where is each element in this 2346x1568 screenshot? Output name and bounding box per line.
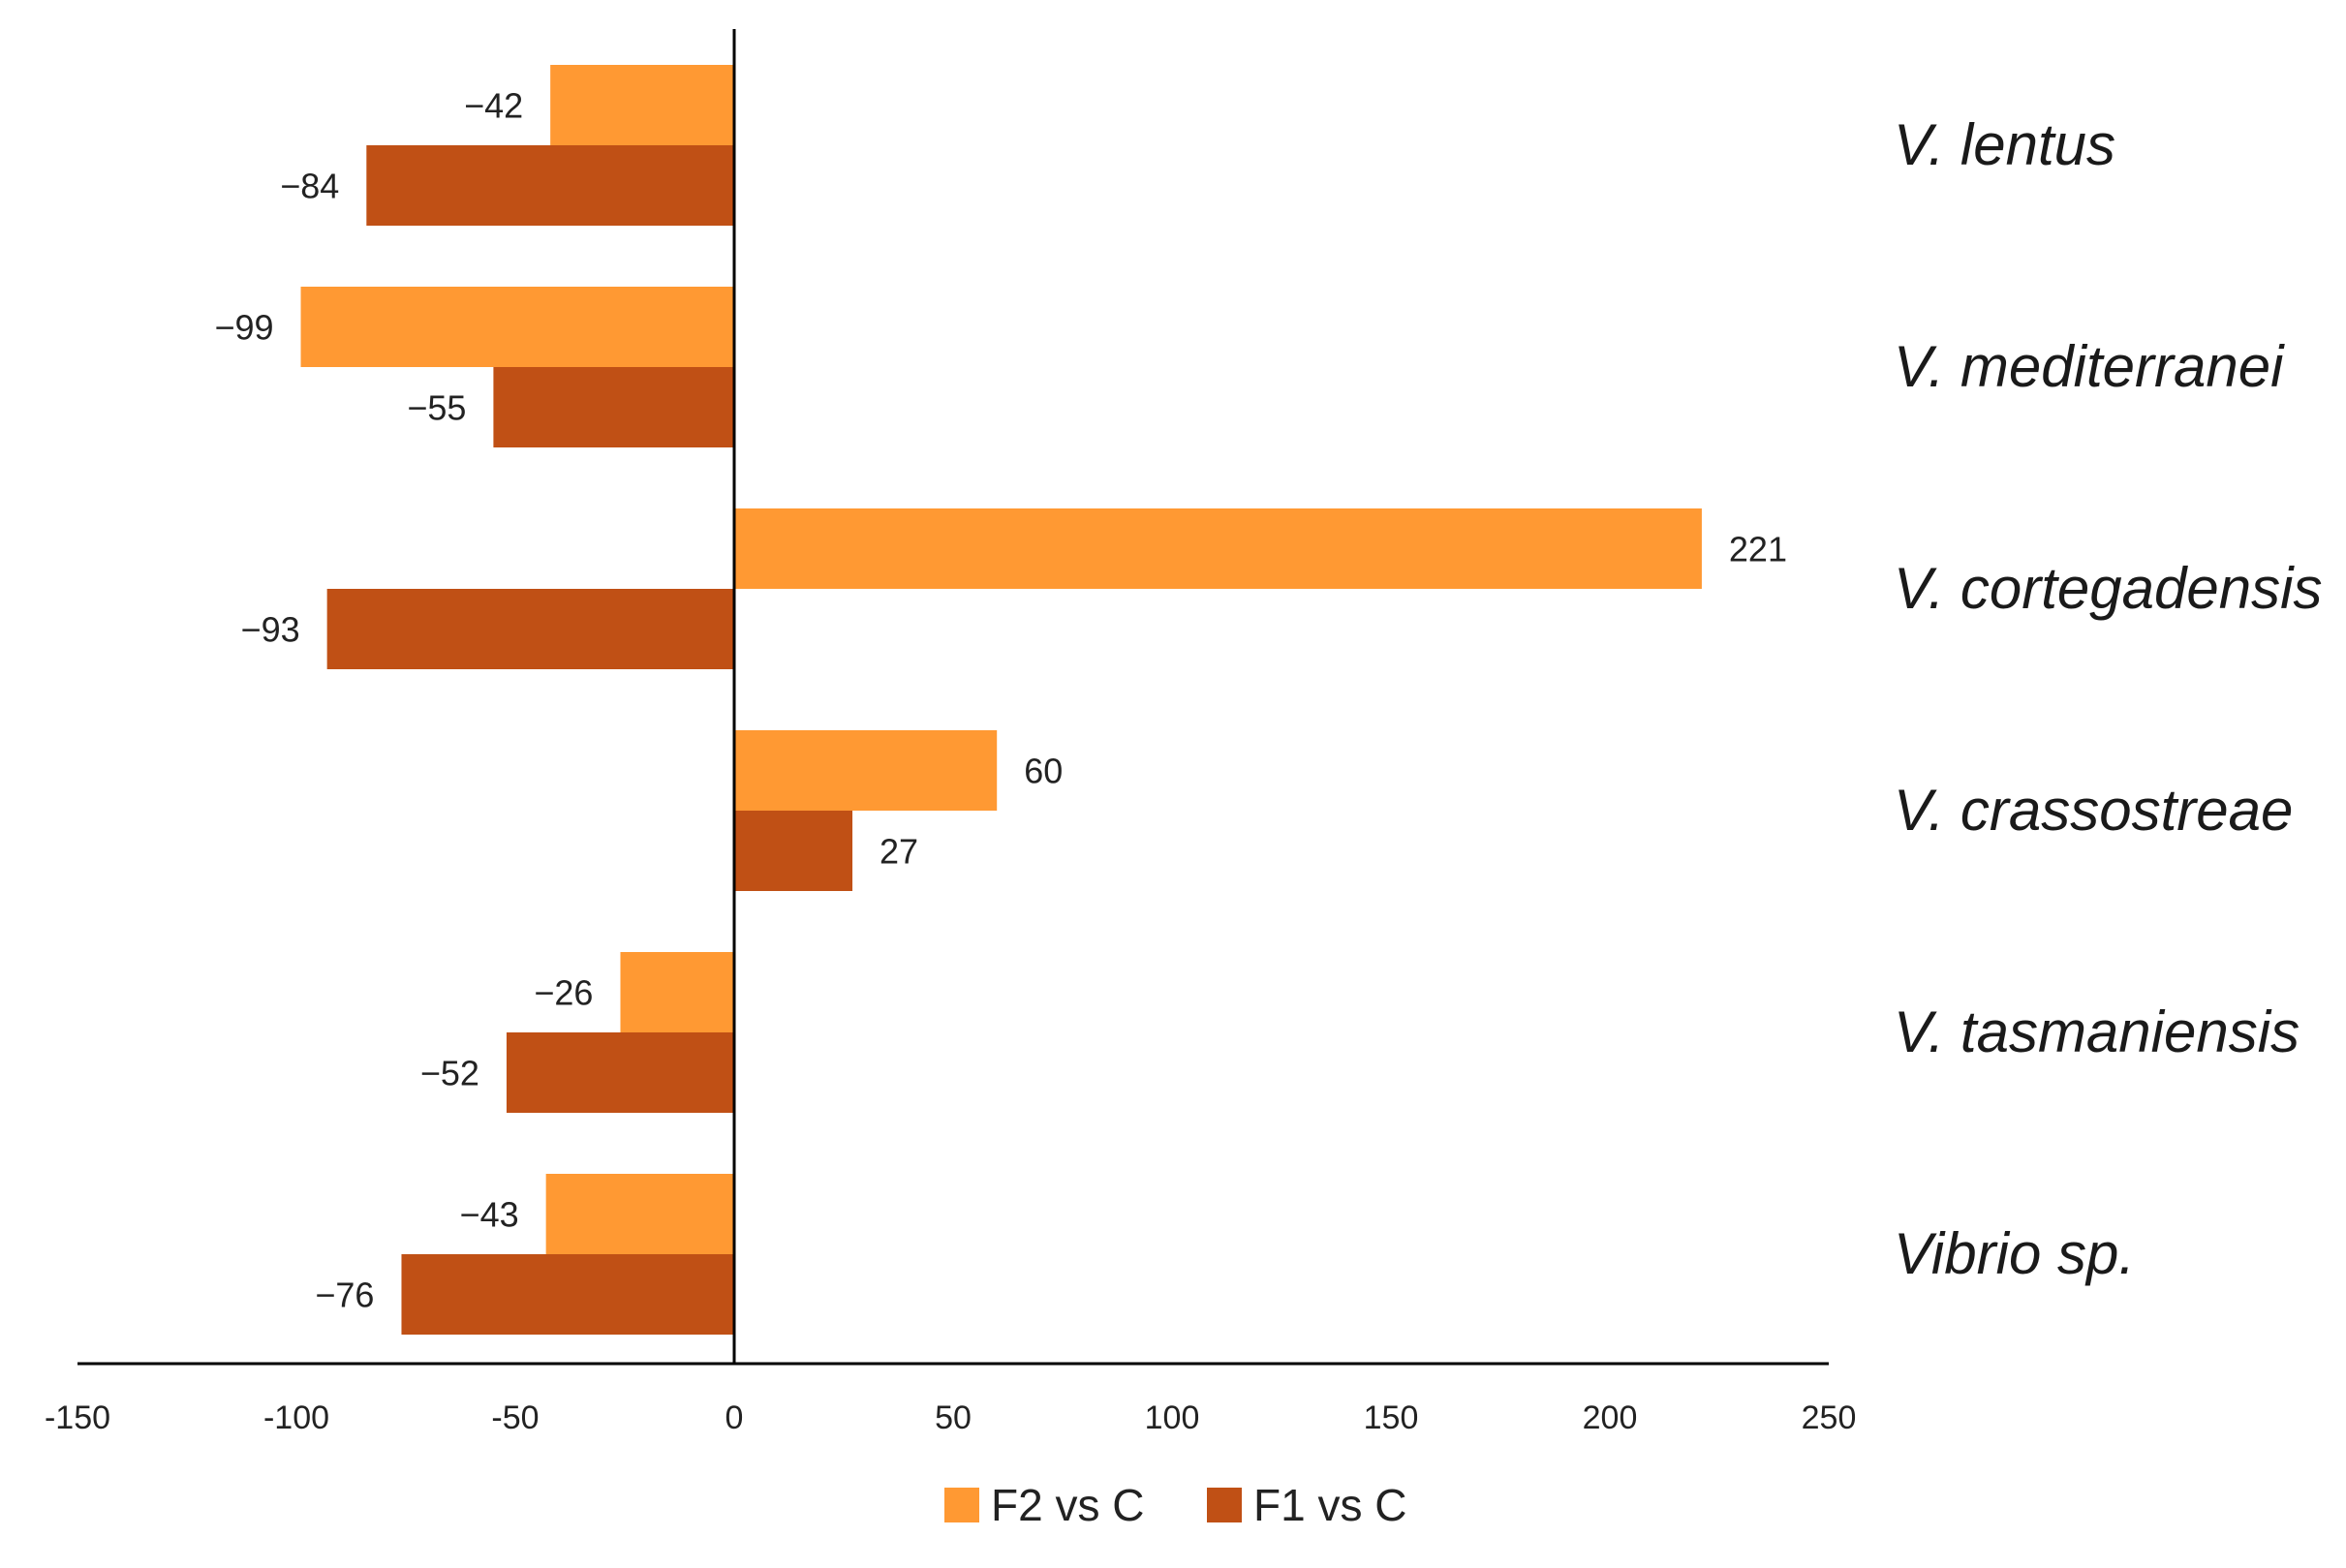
category-label-2: V. cortegadensis [1894,556,2322,621]
bars-group [300,65,1702,1335]
x-tick-label-2: -50 [491,1399,539,1436]
data-labels-group: −42 −84 −99 −55 221 −93 60 27 −26 −52 −43 −76 [214,86,1787,1315]
category-label-3: V. crassostreae [1894,778,2293,843]
x-tick-label-7: 200 [1583,1399,1638,1436]
category-label-4: V. tasmaniensis [1894,999,2300,1064]
bar-f1-3 [734,811,853,891]
x-tick-label-1: -100 [263,1399,329,1436]
x-tick-label-4: 50 [935,1399,972,1436]
bar-f2-5 [545,1174,734,1254]
category-labels-group: V. lentus V. mediterranei V. cortegadensis… [1894,112,2322,1286]
bar-f1-2 [326,589,734,669]
bar-f1-4 [506,1032,734,1113]
data-label-f2-1: −99 [214,308,273,348]
x-tick-labels-group: -150 -100 -50 0 50 100 150 200 250 [45,1399,1856,1436]
data-label-f1-5: −76 [315,1276,374,1315]
data-label-f2-5: −43 [460,1195,519,1235]
data-label-f1-2: −93 [241,610,300,650]
data-label-f1-4: −52 [420,1054,479,1093]
x-tick-label-6: 150 [1364,1399,1419,1436]
bar-f1-5 [401,1254,734,1335]
x-tick-label-8: 250 [1802,1399,1857,1436]
data-label-f1-1: −55 [407,388,466,428]
bar-f2-4 [620,952,734,1032]
category-label-0: V. lentus [1894,112,2115,177]
bar-f2-3 [734,730,998,811]
category-label-5: Vibrio sp. [1894,1221,2135,1286]
legend: F2 vs C F1 vs C [944,1480,1406,1530]
x-tick-label-0: -150 [45,1399,110,1436]
bar-f2-1 [300,287,734,367]
data-label-f2-4: −26 [534,973,593,1013]
data-label-f2-0: −42 [464,86,523,126]
x-tick-label-5: 100 [1145,1399,1200,1436]
legend-label-f1: F1 vs C [1253,1480,1406,1530]
bar-f1-1 [493,367,734,447]
x-tick-label-3: 0 [725,1399,744,1436]
legend-label-f2: F2 vs C [991,1480,1144,1530]
legend-swatch-f2 [944,1488,979,1522]
category-label-1: V. mediterranei [1894,334,2285,399]
data-label-f1-0: −84 [280,167,339,206]
bar-f2-0 [550,65,734,145]
data-label-f1-3: 27 [880,832,918,872]
bar-f1-0 [366,145,734,226]
data-label-f2-3: 60 [1024,752,1063,791]
bar-f2-2 [734,508,1702,589]
legend-swatch-f1 [1207,1488,1242,1522]
data-label-f2-2: 221 [1729,530,1787,569]
